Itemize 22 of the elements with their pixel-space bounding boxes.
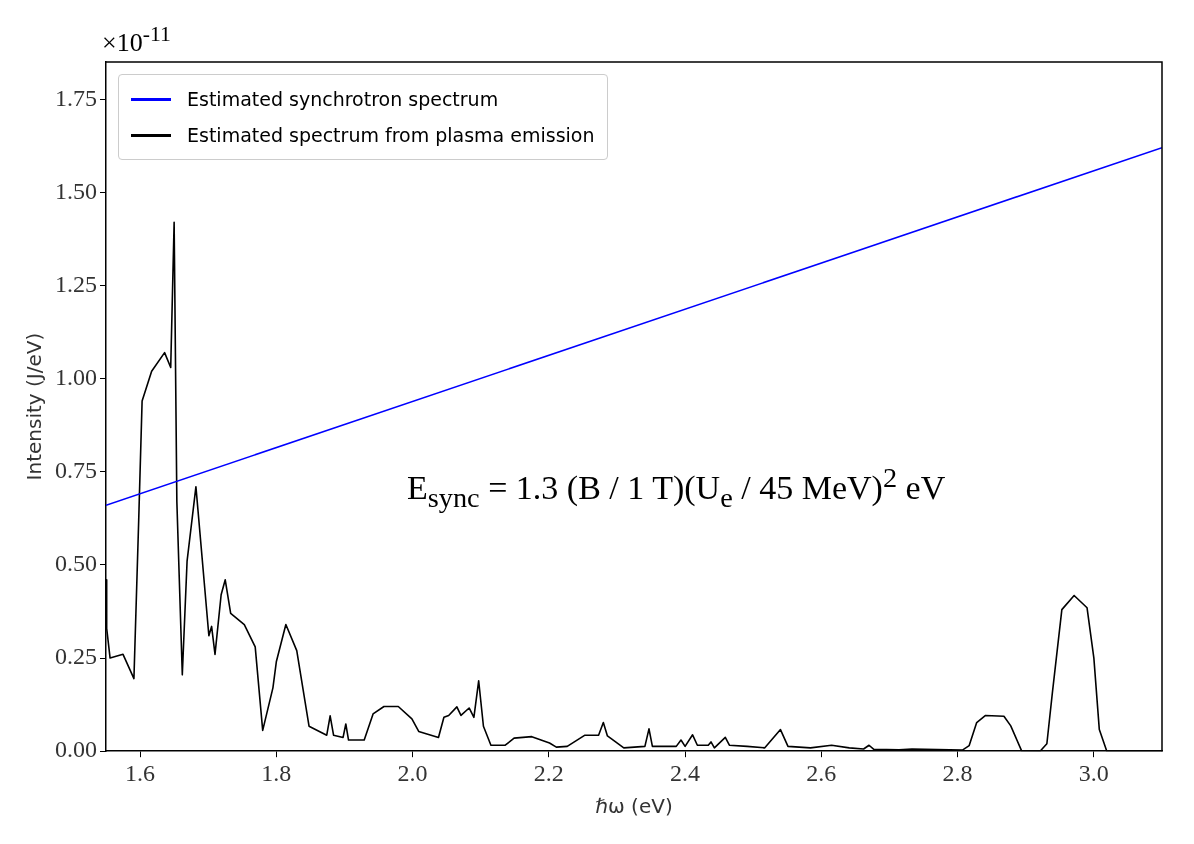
x-tick-label: 1.8 [261,759,292,786]
x-tick-label: 2.0 [397,759,428,786]
y-axis-title: Intensity (J/eV) [22,332,47,481]
x-tick-label: 2.8 [942,759,973,786]
y-tick-label: 1.75 [55,84,97,111]
x-tick-label: 3.0 [1078,759,1109,786]
y-tick-label: 1.25 [55,270,97,297]
y-tick-label: 1.00 [55,363,97,390]
annotation: E$_{sync}$ = 1.3 (B / 1 T)(U$_{e}$ / 45 MeV)$^{2}$ eV [406,461,946,514]
x-tick-label: 2.6 [806,759,837,786]
x-tick-label: 2.4 [670,759,701,786]
y-tick-label: 1.50 [55,177,97,204]
y-tick-label: 0.25 [55,643,97,670]
x-axis-title: ℏω (eV) [595,794,673,819]
text: ×10$^{-11}$ [102,22,171,58]
y-tick-label: 0.75 [55,457,97,484]
legend-label: Estimated synchrotron spectrum [187,88,499,110]
x-tick-label: 2.2 [533,759,564,786]
y-tick-label: 0.50 [55,550,97,577]
legend-label: Estimated spectrum from plasma emission [187,124,595,146]
y-tick-label: 0.00 [55,736,97,763]
x-tick-label: 1.6 [125,759,156,786]
